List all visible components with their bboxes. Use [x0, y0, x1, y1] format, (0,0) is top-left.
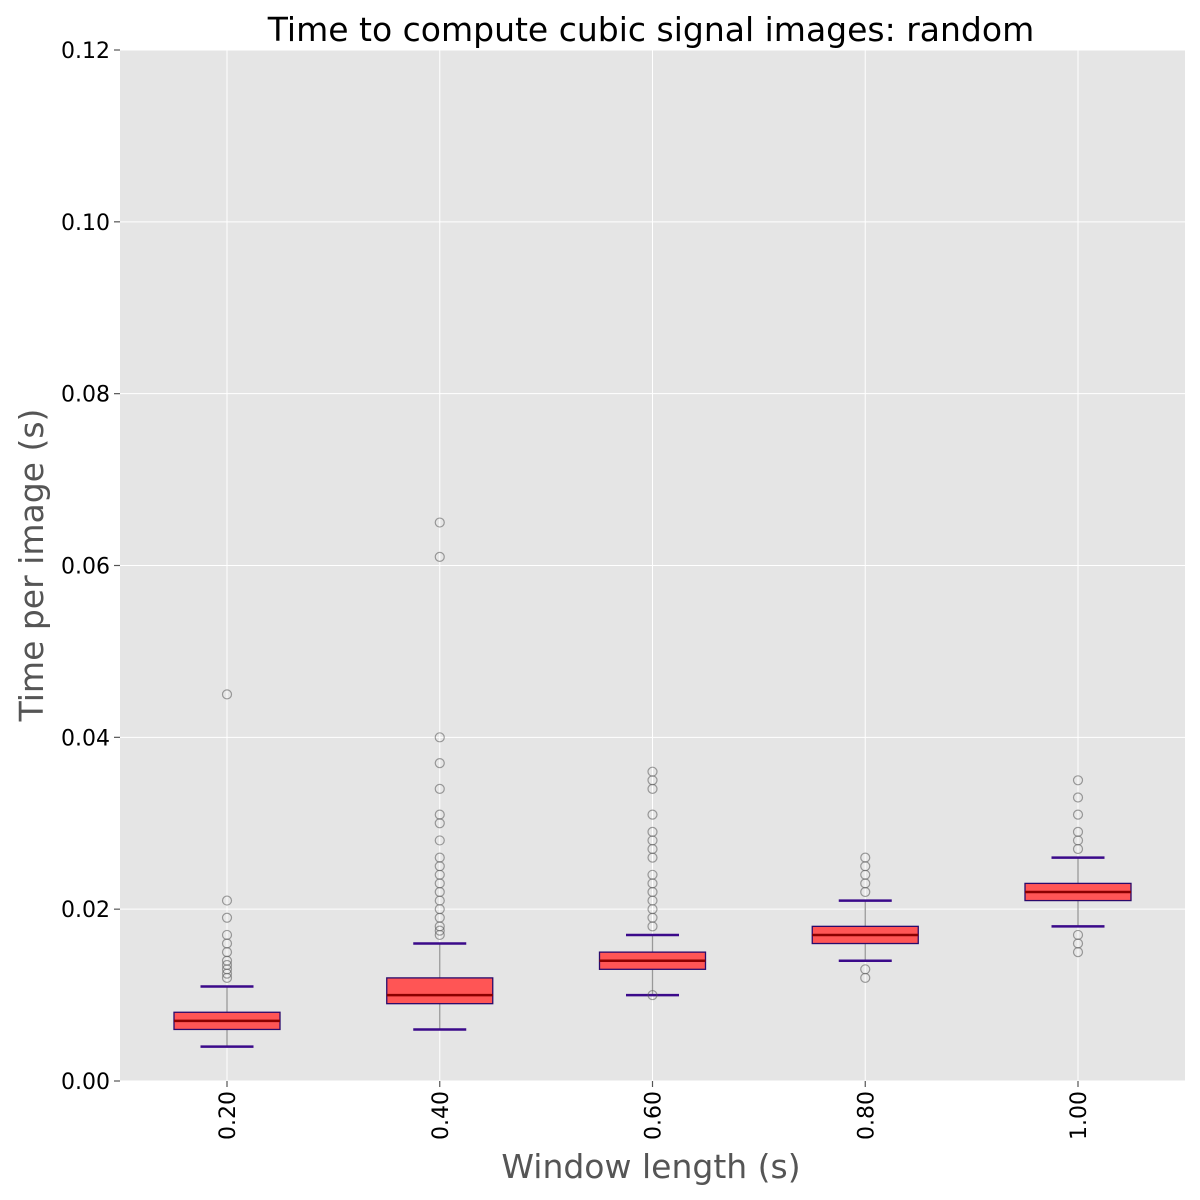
outlier-point: [1072, 792, 1084, 803]
outlier-point: [860, 852, 871, 863]
outlier-point: [434, 925, 445, 936]
outlier-point: [860, 964, 871, 975]
outlier-point: [434, 732, 445, 743]
x-tick-label: 0.20: [216, 1091, 241, 1140]
outlier-point: [647, 809, 658, 820]
x-tick-label: 1.00: [1067, 1091, 1092, 1140]
outlier-point: [1072, 775, 1084, 786]
box-group: [811, 852, 919, 984]
outlier-point: [1072, 929, 1084, 941]
outlier-point: [434, 551, 445, 563]
y-tick-label: 0.04: [61, 726, 110, 751]
box-iqr: [386, 977, 494, 1005]
outlier-point: [647, 989, 658, 1001]
y-tick-label: 0.00: [61, 1070, 110, 1095]
outlier-point: [434, 758, 445, 769]
y-axis-label: Time per image (s): [12, 409, 51, 723]
y-tick-label: 0.08: [61, 383, 110, 408]
outlier-point: [221, 895, 233, 906]
outlier-point: [434, 835, 445, 846]
x-axis-label: Window length (s): [501, 1147, 800, 1186]
outlier-point: [647, 869, 658, 880]
outlier-point: [434, 783, 445, 794]
box-group: [598, 766, 707, 1001]
y-tick-label: 0.02: [61, 898, 110, 923]
outlier-point: [221, 689, 233, 700]
outlier-point: [1072, 826, 1084, 837]
x-tick-label: 0.60: [642, 1091, 667, 1140]
x-tick-label: 0.40: [429, 1091, 454, 1140]
boxes: [173, 517, 1132, 1048]
x-tick-label: 0.80: [854, 1091, 879, 1140]
x-axis-ticks: 0.20 0.40 0.60 0.80 1.00: [216, 1081, 1092, 1140]
outlier-point: [647, 826, 658, 837]
outlier-point: [434, 809, 445, 820]
y-axis-ticks: 0.00 0.02 0.04 0.06 0.08 0.10 0.12: [61, 39, 120, 1095]
outlier-point: [1072, 809, 1084, 820]
outlier-point: [434, 852, 445, 863]
box-group: [1024, 775, 1132, 958]
outlier-point: [221, 912, 233, 923]
box-group: [173, 689, 281, 1048]
outlier-point: [434, 517, 445, 528]
outlier-point: [647, 766, 658, 777]
y-tick-label: 0.10: [61, 211, 110, 236]
outlier-point: [221, 929, 233, 941]
box-group: [386, 517, 494, 1031]
y-tick-label: 0.12: [61, 39, 110, 64]
chart-title: Time to compute cubic signal images: ran…: [267, 10, 1034, 49]
outlier-point: [221, 959, 233, 971]
y-tick-label: 0.06: [61, 555, 110, 580]
